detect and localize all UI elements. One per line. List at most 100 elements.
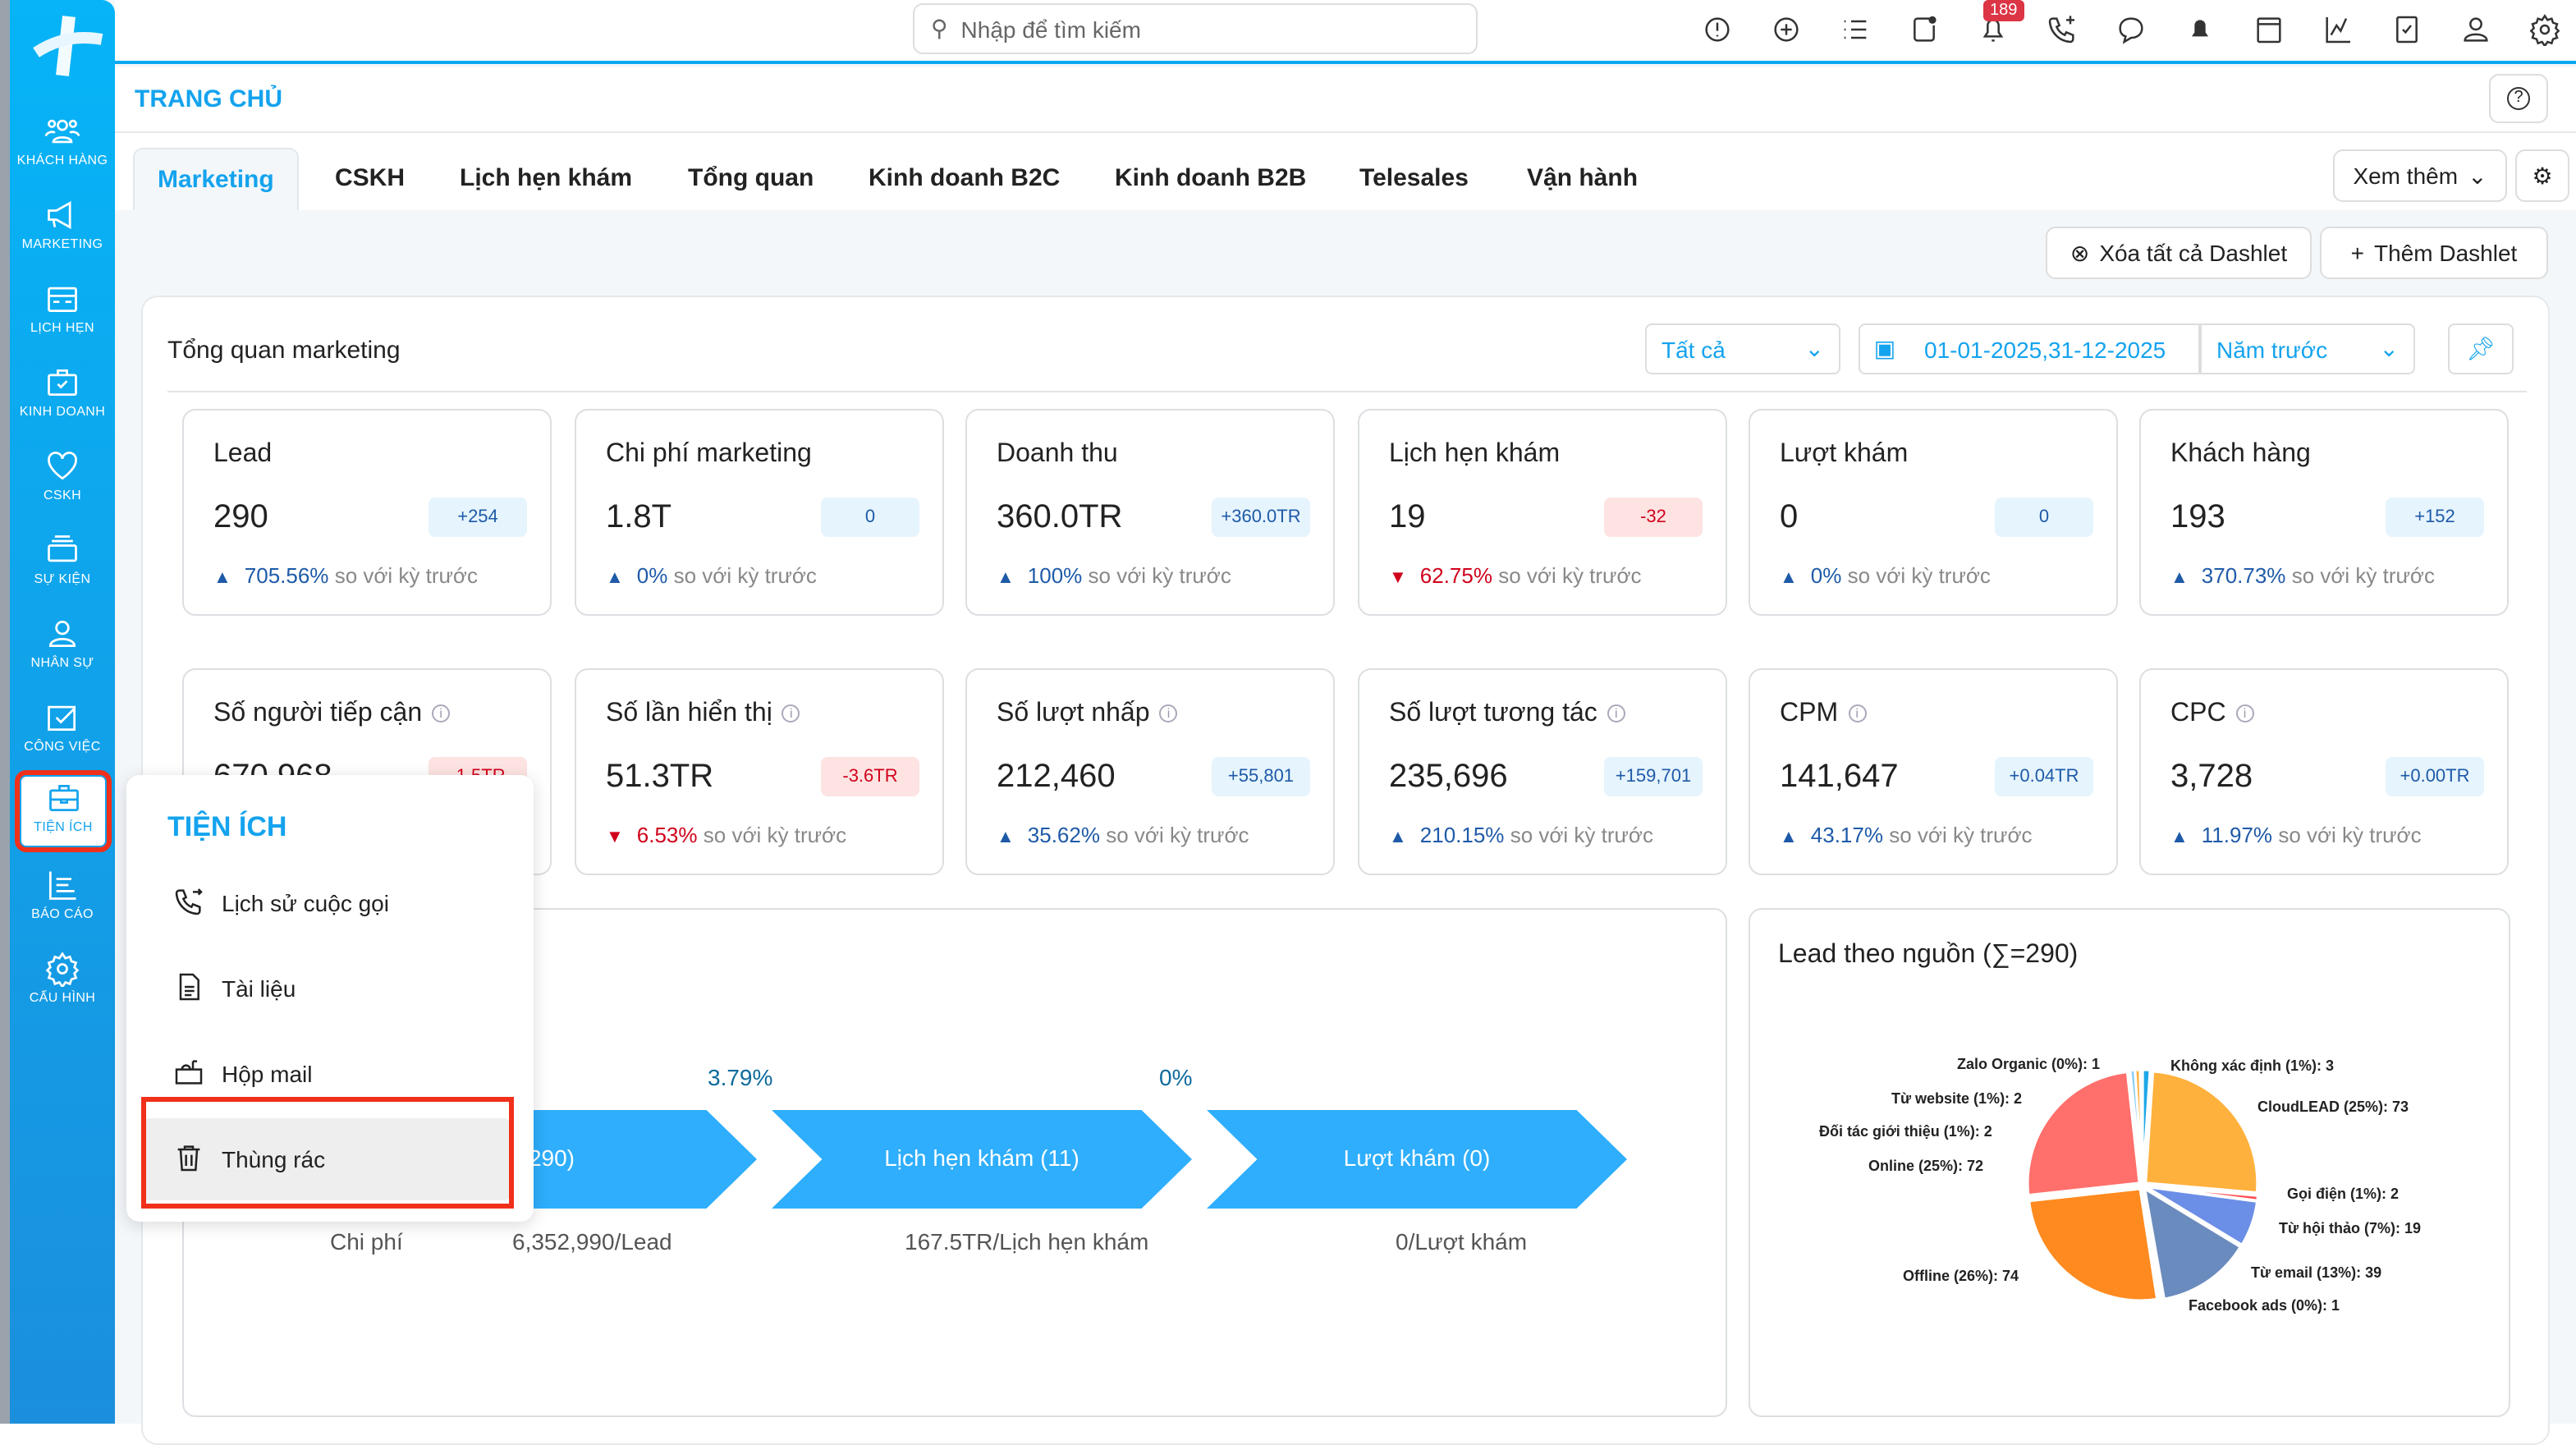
kpi-title: Số lần hiển thị [606, 700, 772, 727]
sidebar-item-4[interactable]: CSKH [10, 445, 115, 524]
pie-label: Zalo Organic (0%): 1 [1957, 1056, 2101, 1072]
sidebar-item-label: KINH DOANH [19, 404, 106, 419]
mailbox-icon [172, 1055, 205, 1093]
sidebar-item-5[interactable]: SỰ KIỆN [10, 529, 115, 608]
kpi-compare-text: so với kỳ trước [673, 563, 817, 588]
tab-4[interactable]: Kinh doanh B2C [869, 164, 1061, 192]
kpi-card[interactable]: Lead 290 +254 ▲ 705.56% so với kỳ trước [182, 409, 552, 616]
sidebar-item-7[interactable]: CÔNG VIỆC [10, 696, 115, 775]
tab-2[interactable]: Lịch hẹn khám [460, 164, 633, 192]
date-range-input[interactable]: 01-01-2025,31-12-2025 [1909, 323, 2200, 374]
pie-slice[interactable] [2138, 1068, 2144, 1182]
kpi-value: 193 [2170, 499, 2225, 535]
chat-icon[interactable] [2115, 13, 2147, 46]
info-icon[interactable]: i [2235, 704, 2254, 722]
info-icon[interactable]: i [1607, 704, 1625, 722]
kpi-compare-text: so với kỳ trước [1088, 563, 1231, 588]
tab-1[interactable]: CSKH [335, 164, 406, 192]
tab-7[interactable]: Vận hành [1527, 164, 1639, 192]
sidebar-item-label: KHÁCH HÀNG [16, 153, 108, 167]
tab-settings-button[interactable]: ⚙ [2515, 149, 2569, 202]
tab-3[interactable]: Tổng quan [688, 164, 814, 192]
users-icon [10, 113, 115, 149]
search-placeholder: Nhập để tìm kiếm [960, 16, 1141, 42]
more-label: Xem thêm [2353, 163, 2459, 189]
user-icon[interactable] [2459, 13, 2492, 46]
sidebar-item-0[interactable]: KHÁCH HÀNG [10, 110, 115, 189]
sidebar-item-10[interactable]: CẤU HÌNH [10, 947, 115, 1026]
funnel-stage[interactable]: Lịch hẹn khám (11) [772, 1110, 1192, 1209]
kpi-value: 141,647 [1780, 759, 1899, 795]
clear-all-dashlets-button[interactable]: ⊗ Xóa tất cả Dashlet [2046, 227, 2312, 279]
chart-icon[interactable] [2322, 13, 2354, 46]
alarm-icon[interactable] [2184, 13, 2216, 46]
sidebar-item-8[interactable]: TIỆN ÍCH [15, 770, 112, 852]
kpi-delta-badge: +0.04TR [1995, 757, 2093, 796]
add-circle-icon[interactable] [1770, 13, 1803, 46]
sidebar-item-6[interactable]: NHÂN SỰ [10, 612, 115, 691]
add-dashlet-button[interactable]: + Thêm Dashlet [2320, 227, 2548, 279]
kpi-card[interactable]: Lượt khám 0 0 ▲ 0% so với kỳ trước [1749, 409, 2118, 616]
search-input[interactable]: ⚲ Nhập để tìm kiếm ⌄ [913, 3, 1478, 1213]
info-icon[interactable]: i [1848, 704, 1867, 722]
pie-label: CloudLEAD (25%): 73 [2257, 1099, 2409, 1115]
alert-icon[interactable] [1701, 13, 1734, 46]
sidebar-item-3[interactable]: KINH DOANH [10, 361, 115, 440]
info-icon[interactable]: i [782, 704, 800, 722]
help-button[interactable]: ? [2489, 74, 2548, 123]
date-range-value: 01-01-2025,31-12-2025 [1924, 336, 2166, 362]
source-filter-select[interactable]: Tất cả ⌄ [1645, 323, 1840, 374]
pie-slice[interactable] [2144, 1070, 2259, 1195]
pie-slice[interactable] [2026, 1071, 2141, 1197]
menu-item-1[interactable]: Tài liệu [143, 947, 511, 1030]
funnel-conversion: 3.79% [708, 1064, 773, 1090]
info-icon[interactable]: i [1159, 704, 1178, 722]
settings-icon[interactable] [2528, 13, 2561, 48]
refresh-icon[interactable] [1908, 13, 1941, 46]
kpi-card[interactable]: Chi phí marketing 1.8T 0 ▲ 0% so với kỳ t… [575, 409, 944, 616]
kpi-title: Số người tiếp cận [213, 700, 423, 727]
kpi-card[interactable]: Khách hàng 193 +152 ▲ 370.73% so với kỳ t… [2139, 409, 2509, 616]
pie-slice[interactable] [2145, 1186, 2259, 1247]
tab-0[interactable]: Marketing [133, 148, 299, 210]
menu-item-2[interactable]: Hộp mail [143, 1033, 511, 1115]
kpi-card[interactable]: Số lượt nhấp i 212,460 +55,801 ▲ 35.62% so… [965, 668, 1335, 875]
compare-period-select[interactable]: Năm trước ⌄ [2200, 323, 2415, 374]
document-icon [172, 970, 205, 1007]
kpi-title: Số lượt nhấp [997, 700, 1150, 727]
tab-6[interactable]: Telesales [1359, 164, 1469, 192]
kpi-card[interactable]: Lịch hẹn khám 19 -32 ▼ 62.75% so với kỳ t… [1358, 409, 1727, 616]
chart-title: Lead theo nguồn (∑=290) [1778, 941, 2079, 969]
sidebar-item-label: SỰ KIỆN [34, 571, 91, 586]
phone-add-icon[interactable] [2046, 13, 2079, 46]
pie-slice[interactable] [2142, 1189, 2165, 1302]
sidebar-item-9[interactable]: BÁO CÁO [10, 864, 115, 943]
pie-slice[interactable] [2143, 1186, 2243, 1300]
sidebar-item-2[interactable]: LỊCH HẸN [10, 278, 115, 356]
calendar-icon[interactable]: ▣ [1859, 323, 1911, 374]
kpi-delta-badge: -32 [1604, 498, 1703, 537]
sidebar-item-1[interactable]: MARKETING [10, 194, 115, 273]
calendar-icon[interactable] [2253, 13, 2285, 46]
info-icon[interactable]: i [432, 704, 451, 722]
funnel-cost: 0/Lượt khám [1396, 1228, 1528, 1255]
chevron-down-icon: ⌄ [2468, 162, 2487, 188]
funnel-stage[interactable]: Lượt khám (0) [1207, 1110, 1627, 1209]
kpi-card[interactable]: CPC i 3,728 +0.00TR ▲ 11.97% so với kỳ trư… [2139, 668, 2509, 875]
tab-5[interactable]: Kinh doanh B2B [1115, 164, 1307, 192]
trash-icon [172, 1140, 205, 1178]
source-filter-value: Tất cả [1662, 336, 1726, 362]
pin-button[interactable]: 📌︎ [2448, 323, 2514, 374]
more-tabs-button[interactable]: Xem thêm ⌄ [2333, 149, 2507, 202]
breadcrumb-bar: TRANG CHỦ ? [115, 67, 2576, 133]
menu-item-3[interactable]: Thùng rác [143, 1118, 511, 1200]
menu-item-0[interactable]: Lịch sử cuộc gọi [143, 862, 511, 944]
kpi-card[interactable]: Số lượt tương tác i 235,696 +159,701 ▲ 210… [1358, 668, 1727, 875]
kpi-card[interactable]: Số lần hiển thị i 51.3TR -3.6TR ▼ 6.53% so… [575, 668, 944, 875]
checkbox-icon[interactable] [2390, 13, 2423, 46]
list-icon[interactable] [1839, 13, 1872, 46]
pie-slice[interactable] [2028, 1187, 2159, 1302]
kpi-card[interactable]: Doanh thu 360.0TR +360.0TR ▲ 100% so với … [965, 409, 1335, 616]
kpi-compare-text: so với kỳ trước [1889, 823, 2033, 847]
kpi-card[interactable]: CPM i 141,647 +0.04TR ▲ 43.17% so với kỳ t… [1749, 668, 2118, 875]
